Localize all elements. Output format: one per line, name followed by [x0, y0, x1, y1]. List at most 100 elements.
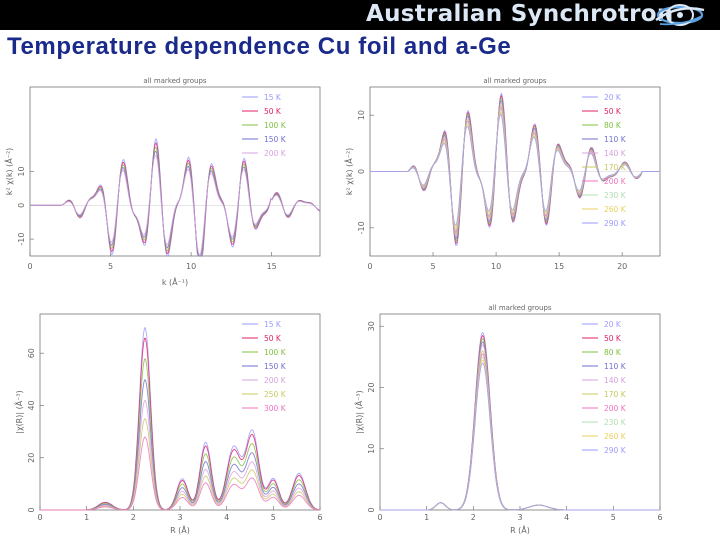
x-tick-label: 4: [564, 513, 569, 522]
plot-frame: [29, 86, 321, 257]
legend: 15 K 50 K 100 K 150 K 200 K 250 K 300 K: [242, 320, 287, 413]
legend-label: 260 K: [604, 205, 627, 214]
legend-label: 230 K: [604, 418, 627, 427]
legend-label: 140 K: [604, 149, 627, 158]
x-tick-label: 0: [367, 262, 372, 271]
ge-k-space-chart: all marked groups 0 5 10 15 20 -10 0 10 k² χ(k) (…: [343, 77, 661, 271]
legend-label: 15 K: [264, 320, 282, 329]
legend-label: 260 K: [604, 432, 627, 441]
legend-label: 15 K: [264, 93, 282, 102]
x-axis-label: R (Å): [170, 524, 190, 535]
x-tick-label: 10: [491, 262, 501, 271]
series-line: [40, 436, 320, 511]
y-tick-label: 40: [27, 400, 36, 410]
x-tick-label: 1: [424, 513, 429, 522]
series-group: [370, 92, 660, 247]
y-tick-label: 60: [27, 348, 36, 358]
y-axis-label: |χ(R)| (Å⁻³): [13, 390, 24, 434]
x-tick-label: 5: [611, 513, 616, 522]
legend-label: 20 K: [604, 93, 622, 102]
y-axis-label: k² χ(k) (Å⁻²): [3, 148, 14, 196]
x-tick-label: 5: [430, 262, 435, 271]
legend-label: 50 K: [264, 334, 282, 343]
legend-label: 230 K: [604, 191, 627, 200]
cu-k-space-chart: all marked groups 0 5 10 15 -10 0 10 k (Å⁻¹) k² χ…: [3, 77, 321, 287]
legend-label: 170 K: [604, 163, 627, 172]
legend-label: 50 K: [264, 107, 282, 116]
y-axis-label: |χ(R)| (Å⁻³): [353, 390, 364, 434]
x-tick-label: 0: [377, 513, 382, 522]
legend-label: 110 K: [604, 362, 627, 371]
y-tick-label: 20: [367, 382, 376, 392]
x-tick-label: 0: [37, 513, 42, 522]
legend: 15 K 50 K 100 K 150 K 200 K: [242, 93, 287, 158]
chart-title: all marked groups: [483, 77, 547, 85]
synchrotron-logo-icon: [655, 4, 705, 26]
series-group: [380, 331, 660, 511]
series-line: [370, 113, 660, 227]
chart-title: all marked groups: [143, 77, 207, 85]
series-line: [380, 362, 660, 511]
x-tick-label: 15: [554, 262, 564, 271]
y-tick-label: 20: [27, 453, 36, 463]
y-tick-label: 0: [27, 507, 36, 512]
legend-label: 80 K: [604, 121, 622, 130]
page-title: Temperature dependence Cu foil and a-Ge: [7, 33, 512, 60]
x-tick-label: 1: [84, 513, 89, 522]
ge-r-space-chart: all marked groups 0 1 2 3 4 5 6 0 10 20 30 R (Å) |χ(R…: [353, 304, 663, 535]
y-tick-label: -10: [357, 221, 366, 234]
legend-label: 200 K: [264, 149, 287, 158]
brand-name: Australian Synchrotron: [366, 1, 674, 27]
legend-label: 20 K: [604, 320, 622, 329]
x-tick-label: 10: [186, 262, 196, 271]
y-tick-label: 10: [357, 110, 366, 120]
legend-label: 80 K: [604, 348, 622, 357]
legend-label: 290 K: [604, 219, 627, 228]
legend: 20 K 50 K 80 K 110 K 140 K 170 K 200 K 230 K 260…: [582, 320, 627, 455]
legend-label: 200 K: [264, 376, 287, 385]
legend-label: 300 K: [264, 404, 287, 413]
legend-label: 290 K: [604, 446, 627, 455]
x-tick-label: 2: [471, 513, 476, 522]
series-line: [30, 154, 321, 257]
legend-label: 150 K: [264, 135, 287, 144]
x-axis-label: k (Å⁻¹): [162, 276, 188, 287]
x-tick-label: 5: [108, 262, 113, 271]
x-tick-label: 20: [617, 262, 627, 271]
x-tick-label: 6: [657, 513, 662, 522]
x-tick-label: 6: [317, 513, 322, 522]
x-tick-label: 3: [177, 513, 182, 522]
x-tick-label: 3: [517, 513, 522, 522]
y-tick-label: 10: [17, 166, 26, 176]
y-tick-label: 0: [367, 507, 376, 512]
plot-frame: [39, 313, 321, 511]
legend-label: 50 K: [604, 334, 622, 343]
legend-label: 150 K: [264, 362, 287, 371]
legend-label: 100 K: [264, 121, 287, 130]
y-tick-label: -10: [17, 233, 26, 246]
legend-label: 250 K: [264, 390, 287, 399]
y-axis-label: k² χ(k) (Å⁻²): [343, 148, 354, 196]
header-banner: Australian Synchrotron: [0, 0, 720, 30]
legend: 20 K 50 K 80 K 110 K 140 K 170 K 200 K 230 K 260…: [582, 93, 627, 228]
x-tick-label: 5: [271, 513, 276, 522]
legend-label: 200 K: [604, 404, 627, 413]
series-group: [30, 137, 321, 257]
legend-label: 100 K: [264, 348, 287, 357]
legend-label: 200 K: [604, 177, 627, 186]
y-tick-label: 30: [367, 321, 376, 331]
legend-label: 50 K: [604, 107, 622, 116]
y-tick-label: 10: [367, 444, 376, 454]
x-axis-label: R (Å): [510, 524, 530, 535]
x-tick-label: 2: [131, 513, 136, 522]
series-group: [40, 327, 321, 511]
chart-title: all marked groups: [488, 304, 552, 312]
x-tick-label: 15: [267, 262, 277, 271]
x-tick-label: 0: [27, 262, 32, 271]
y-tick-label: 0: [17, 203, 26, 208]
plot-frame: [379, 313, 661, 511]
x-tick-label: 4: [224, 513, 229, 522]
legend-label: 110 K: [604, 135, 627, 144]
legend-label: 140 K: [604, 376, 627, 385]
